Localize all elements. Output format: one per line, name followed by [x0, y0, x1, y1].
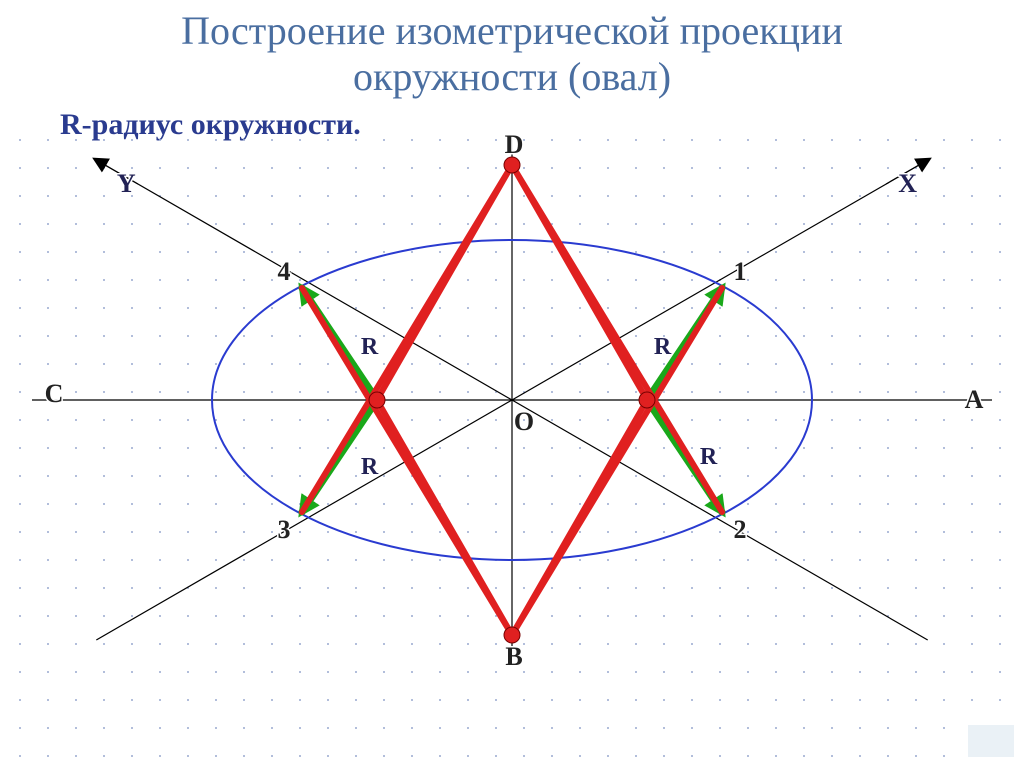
svg-text:R: R — [700, 444, 718, 470]
isometric-diagram: D B O A C X Y 1 2 3 4 R R R R — [0, 0, 1024, 767]
svg-text:B: B — [505, 642, 522, 671]
svg-text:1: 1 — [734, 257, 747, 286]
svg-text:R: R — [361, 454, 379, 480]
svg-text:X: X — [898, 169, 917, 198]
svg-text:3: 3 — [278, 515, 291, 544]
svg-text:Y: Y — [117, 169, 136, 198]
svg-text:4: 4 — [278, 257, 291, 286]
svg-text:R: R — [361, 334, 379, 360]
svg-text:C: C — [45, 379, 64, 408]
svg-text:D: D — [505, 130, 524, 159]
svg-text:2: 2 — [734, 515, 747, 544]
svg-text:O: O — [514, 407, 534, 436]
svg-text:R: R — [654, 334, 672, 360]
corner-chip — [968, 725, 1014, 757]
svg-text:A: A — [965, 385, 984, 414]
